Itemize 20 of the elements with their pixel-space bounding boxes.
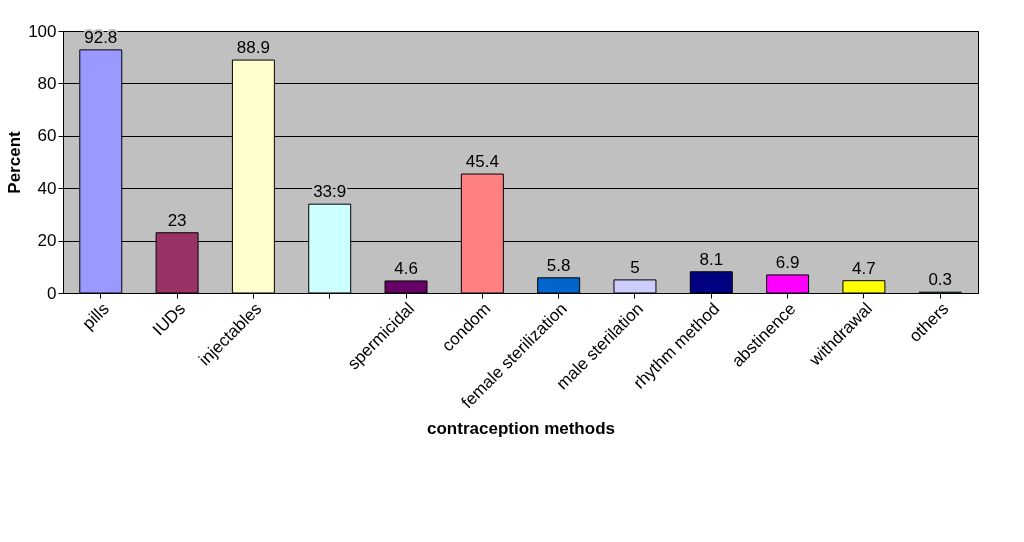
y-tick-label: 40 [37, 178, 57, 198]
y-axis-title: Percent [5, 130, 25, 194]
x-tick-label: pills [78, 299, 113, 334]
x-axis-title: contraception methods [427, 419, 615, 439]
data-label: 4.6 [394, 258, 418, 278]
data-label: 45.4 [465, 152, 499, 172]
data-label: 6.9 [775, 252, 800, 272]
data-label: 4.7 [852, 258, 876, 278]
y-tick-label: 0 [47, 283, 57, 303]
data-label: 92.8 [84, 27, 118, 47]
y-tick-label: 60 [37, 126, 57, 146]
y-tick-label: 20 [37, 231, 57, 251]
y-tick-label: 100 [28, 21, 57, 41]
y-tick-label: 80 [37, 73, 57, 93]
data-label: 23 [167, 210, 187, 230]
data-label: 5.8 [546, 255, 571, 275]
data-label: 8.1 [699, 249, 724, 269]
data-label: 5 [630, 257, 640, 277]
data-label: 88.9 [236, 38, 270, 58]
data-label: 0.3 [928, 270, 953, 290]
